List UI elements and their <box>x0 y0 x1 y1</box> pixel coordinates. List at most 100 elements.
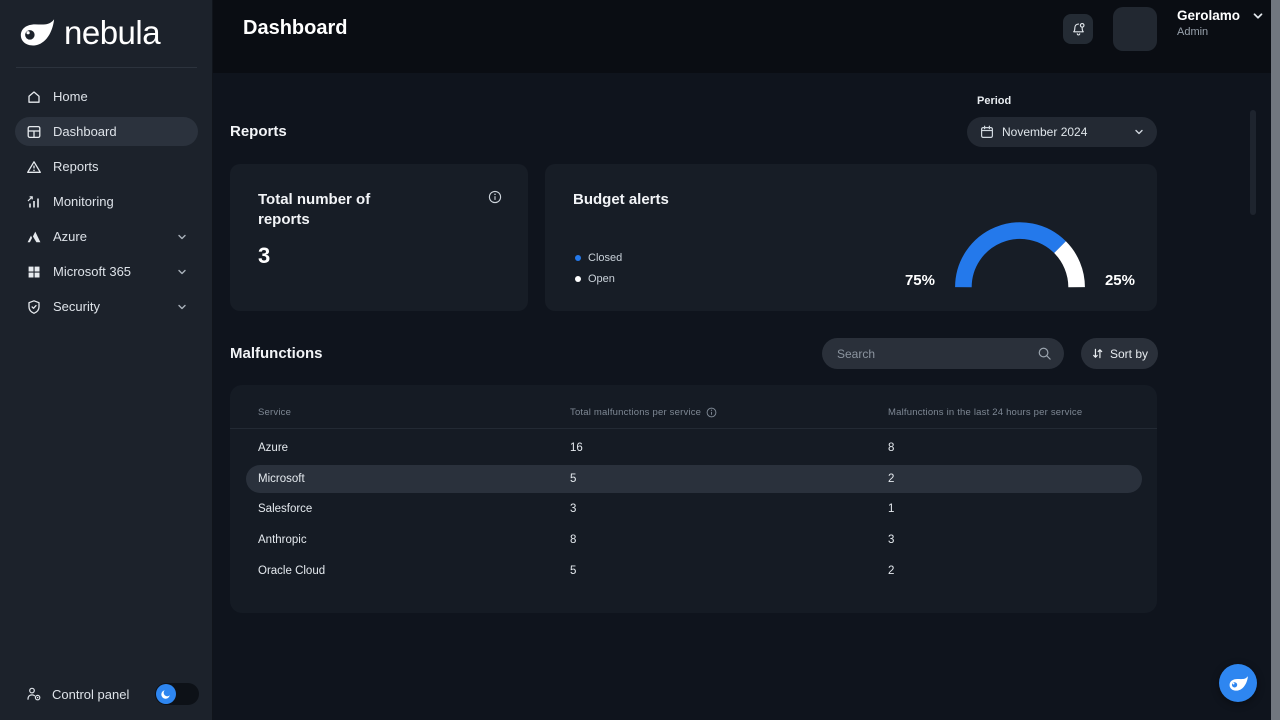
dark-mode-toggle[interactable] <box>155 683 199 705</box>
half-donut-gauge-chart <box>945 213 1095 295</box>
calendar-icon <box>980 125 994 139</box>
sidebar-item-dashboard[interactable]: Dashboard <box>15 117 198 146</box>
dashboard-icon <box>26 124 42 140</box>
closed-dot <box>575 255 581 261</box>
sidebar-item-label: Monitoring <box>53 194 114 209</box>
table-row-azure[interactable]: Azure 16 8 <box>230 433 1157 464</box>
cell-total: 16 <box>570 442 583 455</box>
cell-service: Oracle Cloud <box>258 564 326 577</box>
table-row-salesforce[interactable]: Salesforce 3 1 <box>230 494 1157 525</box>
brand-logo: nebula <box>0 0 213 61</box>
chevron-down-icon[interactable] <box>176 231 188 243</box>
brand-name: nebula <box>64 14 161 51</box>
page-title: Dashboard <box>243 17 348 39</box>
nebula-whale-icon <box>18 17 56 48</box>
sort-arrows-icon <box>1091 347 1104 360</box>
moon-icon <box>156 684 176 704</box>
avatar[interactable] <box>1113 7 1157 51</box>
cell-service: Azure <box>258 442 289 455</box>
nebula-whale-icon <box>1228 675 1249 692</box>
chevron-down-icon[interactable] <box>176 301 188 313</box>
bell-icon <box>1070 21 1087 38</box>
total-reports-title: Total number of reports <box>258 191 371 228</box>
content-scrollbar-thumb[interactable] <box>1250 110 1256 215</box>
home-icon <box>26 89 42 105</box>
cell-last24: 2 <box>888 472 895 485</box>
budget-gauge: 75% 25% <box>905 213 1135 295</box>
open-dot <box>575 276 581 282</box>
user-role: Admin <box>1177 26 1209 38</box>
column-header-last24: Malfunctions in the last 24 hours per se… <box>888 407 1083 418</box>
sort-by-label: Sort by <box>1109 346 1148 361</box>
cell-last24: 8 <box>888 442 895 455</box>
window-scrollbar[interactable] <box>1271 0 1280 720</box>
total-reports-card: Total number of reports 3 <box>230 164 528 311</box>
cell-service: Microsoft <box>258 472 305 485</box>
legend-item-open: Open <box>575 273 622 285</box>
main-content: Reports Period November 2024 Total numbe… <box>213 73 1271 720</box>
user-name: Gerolamo <box>1177 8 1241 23</box>
sidebar-item-label: Microsoft 365 <box>53 264 132 279</box>
user-block[interactable]: Gerolamo Admin <box>1177 8 1240 38</box>
notifications-button[interactable] <box>1063 14 1093 44</box>
table-row-oracle-cloud[interactable]: Oracle Cloud 5 2 <box>230 555 1157 586</box>
chart-bars-icon <box>26 194 42 210</box>
column-header-total: Total malfunctions per service <box>570 407 888 418</box>
shield-icon <box>26 299 42 315</box>
cell-total: 3 <box>570 503 577 516</box>
chevron-down-icon[interactable] <box>176 266 188 278</box>
table-row-microsoft[interactable]: Microsoft 5 2 <box>230 464 1157 495</box>
malfunctions-table: Service Total malfunctions per service M… <box>230 385 1157 613</box>
topbar: Dashboard Gerolamo Admin <box>213 0 1280 73</box>
control-panel-row: Control panel <box>0 668 213 720</box>
sidebar-item-home[interactable]: Home <box>15 82 198 111</box>
info-icon[interactable] <box>706 407 717 418</box>
sidebar-item-label: Security <box>53 299 100 314</box>
legend-item-closed: Closed <box>575 252 622 264</box>
sidebar-item-microsoft-365[interactable]: Microsoft 365 <box>15 257 198 286</box>
sidebar-item-azure[interactable]: Azure <box>15 222 198 251</box>
sidebar-item-label: Reports <box>53 159 99 174</box>
chevron-down-icon[interactable] <box>1251 9 1265 23</box>
period-value: November 2024 <box>1002 125 1088 139</box>
sidebar-item-security[interactable]: Security <box>15 292 198 321</box>
info-icon[interactable] <box>488 190 502 204</box>
sort-by-button[interactable]: Sort by <box>1081 338 1158 369</box>
sidebar-item-monitoring[interactable]: Monitoring <box>15 187 198 216</box>
cell-total: 5 <box>570 564 577 577</box>
cell-last24: 1 <box>888 503 895 516</box>
reports-section-heading: Reports <box>230 123 287 140</box>
gauge-legend: Closed Open <box>575 252 622 285</box>
control-panel-label: Control panel <box>52 686 130 702</box>
table-row-anthropic[interactable]: Anthropic 8 3 <box>230 525 1157 556</box>
table-header-row: Service Total malfunctions per service M… <box>230 385 1157 428</box>
chevron-down-icon <box>1133 126 1145 138</box>
sidebar-item-label: Dashboard <box>53 124 117 139</box>
closed-percent-label: 75% <box>904 272 935 289</box>
sidebar-item-label: Azure <box>53 229 87 244</box>
cell-last24: 2 <box>888 564 895 577</box>
search-input[interactable] <box>837 346 1037 361</box>
user-gear-icon <box>26 686 42 702</box>
malfunctions-section-heading: Malfunctions <box>230 345 323 362</box>
period-label: Period <box>977 95 1012 107</box>
cell-service: Salesforce <box>258 503 313 516</box>
budget-alerts-title: Budget alerts <box>573 191 669 208</box>
microsoft-icon <box>26 264 42 280</box>
cell-total: 5 <box>570 472 577 485</box>
cell-last24: 3 <box>888 534 895 547</box>
open-percent-label: 25% <box>1104 272 1135 289</box>
cell-service: Anthropic <box>258 534 307 547</box>
alert-triangle-icon <box>26 159 42 175</box>
sidebar-divider <box>16 67 197 68</box>
period-dropdown[interactable]: November 2024 <box>967 117 1157 147</box>
sidebar-item-reports[interactable]: Reports <box>15 152 198 181</box>
nebula-assistant-fab[interactable] <box>1219 664 1257 702</box>
sidebar-item-label: Home <box>53 89 88 104</box>
legend-open-label: Open <box>588 273 615 285</box>
total-reports-value: 3 <box>258 243 271 268</box>
sidebar: nebula Home Dashboard Reports <box>0 0 213 720</box>
budget-alerts-card: Budget alerts Closed Open 75% <box>545 164 1157 311</box>
azure-icon <box>26 229 42 245</box>
